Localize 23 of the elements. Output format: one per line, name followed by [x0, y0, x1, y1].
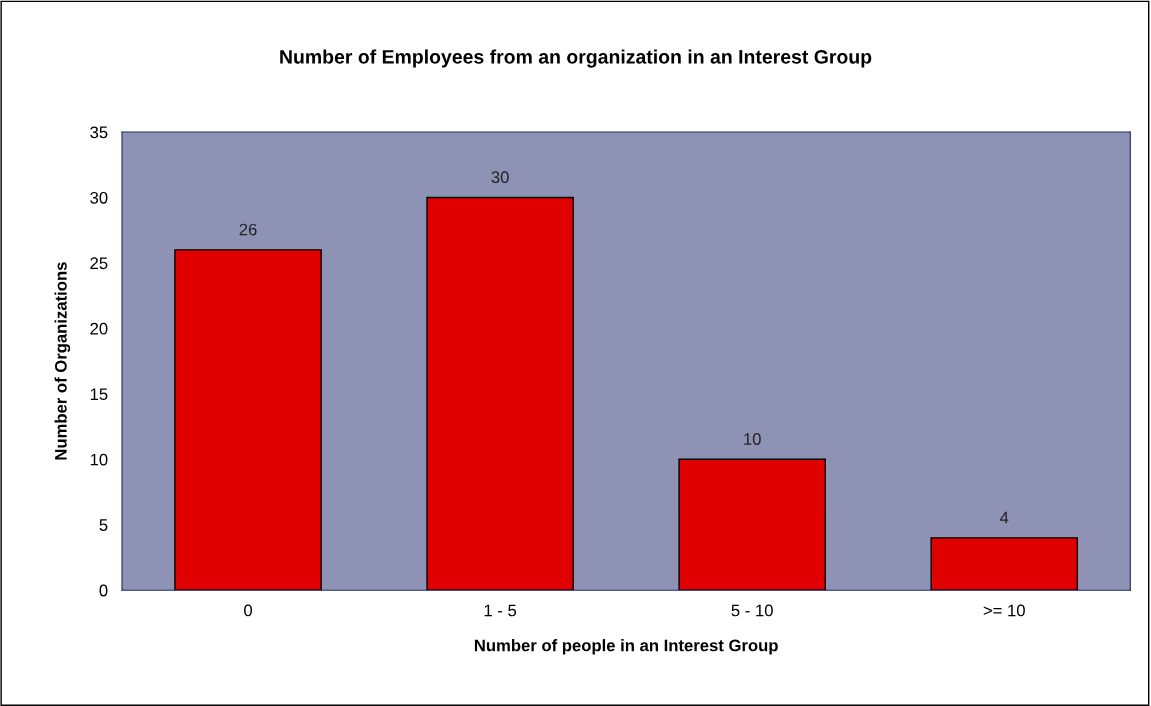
y-tick-label: 10	[90, 453, 108, 466]
y-tick-label: 30	[90, 191, 108, 204]
y-tick-label: 25	[90, 257, 108, 270]
data-label: 30	[491, 171, 509, 184]
x-tick-label: 1 - 5	[484, 604, 517, 617]
data-label: 26	[239, 223, 257, 236]
data-label: 4	[1000, 511, 1009, 524]
y-tick-label: 5	[99, 519, 108, 531]
bar	[174, 249, 322, 591]
bar	[930, 537, 1079, 591]
x-axis-title: Number of people in an Interest Group	[474, 639, 778, 655]
chart-title: Number of Employees from an organization in an Interest Group	[280, 49, 872, 68]
y-tick-label: 0	[99, 584, 108, 597]
y-tick-label: 20	[90, 322, 108, 335]
x-tick-label: 5 - 10	[731, 604, 773, 617]
data-label: 10	[744, 433, 761, 445]
y-tick-label: 35	[90, 126, 108, 139]
bar	[678, 458, 826, 591]
y-axis-title: Number of Organizations	[54, 262, 71, 460]
bar	[426, 196, 574, 591]
x-tick-label: 0	[244, 604, 253, 617]
x-tick-label: >= 10	[983, 604, 1025, 617]
y-tick-label: 15	[90, 388, 108, 401]
